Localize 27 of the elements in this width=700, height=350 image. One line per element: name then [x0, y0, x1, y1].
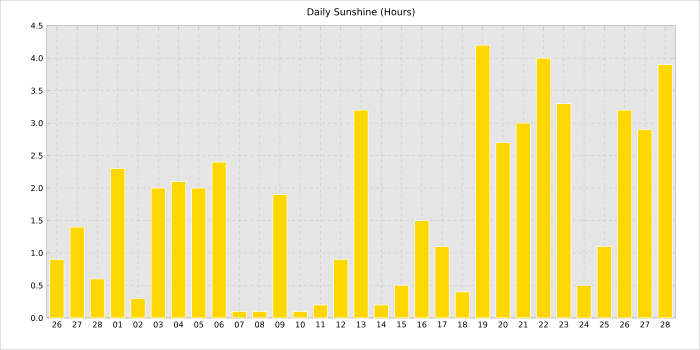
bar — [576, 285, 592, 318]
bar — [171, 181, 186, 318]
bar — [475, 45, 490, 318]
bar — [596, 246, 612, 318]
bar — [70, 226, 85, 318]
bar — [110, 168, 126, 318]
bar — [658, 64, 673, 318]
bar — [130, 298, 146, 318]
chart-title: Daily Sunshine (Hours) — [308, 8, 414, 18]
bar — [191, 188, 206, 318]
bar — [212, 162, 226, 318]
bar — [90, 278, 105, 318]
bar — [617, 110, 632, 318]
bar — [455, 292, 470, 318]
bar — [272, 194, 288, 318]
bar — [150, 188, 166, 318]
bar — [414, 220, 430, 318]
bar — [536, 58, 551, 318]
bar — [333, 259, 348, 318]
bar — [556, 104, 572, 318]
bar — [516, 122, 531, 318]
bar — [49, 259, 64, 318]
bar — [637, 129, 652, 318]
bar — [354, 110, 368, 318]
bar — [434, 246, 450, 318]
bar — [496, 142, 510, 318]
bar — [394, 285, 409, 318]
